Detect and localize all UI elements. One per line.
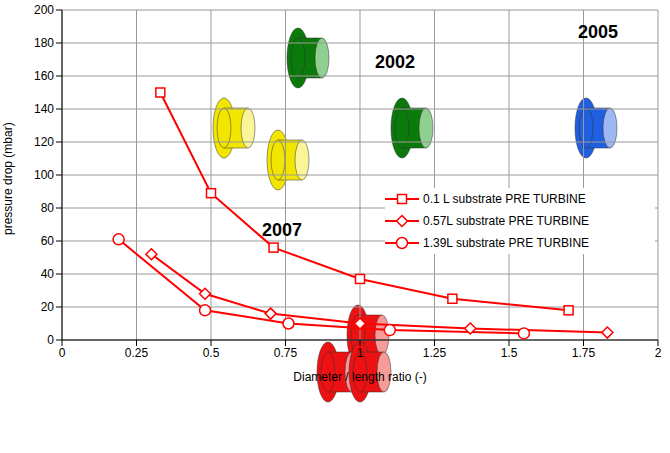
svg-text:40: 40: [41, 267, 55, 281]
svg-text:Diameter / length ratio (-): Diameter / length ratio (-): [293, 370, 426, 384]
svg-text:1.25: 1.25: [423, 346, 447, 360]
svg-text:120: 120: [34, 135, 54, 149]
svg-text:20: 20: [41, 300, 55, 314]
svg-text:1.75: 1.75: [572, 346, 596, 360]
svg-text:160: 160: [34, 69, 54, 83]
html-text:0.57L substrate PRE TURBINE: 0.57L substrate PRE TURBINE: [423, 214, 590, 228]
svg-text:2: 2: [655, 346, 662, 360]
svg-text:100: 100: [34, 168, 54, 182]
svg-text:140: 140: [34, 102, 54, 116]
svg-text:0: 0: [47, 333, 54, 347]
svg-text:180: 180: [34, 36, 54, 50]
svg-text:1: 1: [357, 346, 364, 360]
svg-text:0: 0: [59, 346, 66, 360]
svg-text:0.5: 0.5: [203, 346, 220, 360]
svg-text:1.5: 1.5: [501, 346, 518, 360]
html-text:2007: 2007: [262, 220, 302, 240]
html-text:1.39L substrate PRE TURBINE: 1.39L substrate PRE TURBINE: [423, 236, 590, 250]
svg-text:0.25: 0.25: [125, 346, 149, 360]
svg-text:pressure drop (mbar): pressure drop (mbar): [1, 122, 15, 235]
html-text:2005: 2005: [578, 22, 618, 42]
svg-text:0.75: 0.75: [274, 346, 298, 360]
svg-text:200: 200: [34, 3, 54, 17]
svg-text:80: 80: [41, 201, 55, 215]
svg-text:60: 60: [41, 234, 55, 248]
html-text:2002: 2002: [375, 52, 415, 72]
html-text:0.1 L substrate PRE TURBINE: 0.1 L substrate PRE TURBINE: [423, 192, 586, 206]
